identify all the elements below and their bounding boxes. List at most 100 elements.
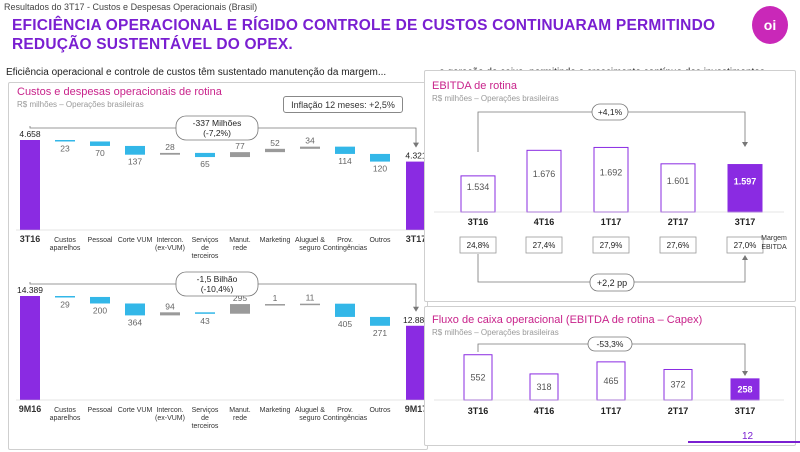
delta-value-label: 11 (306, 293, 315, 303)
margin-box (726, 236, 764, 254)
margin-value-label: 27,9% (600, 241, 623, 250)
delta-value-label: 23 (60, 144, 70, 154)
delta-bar (335, 146, 355, 154)
category-label: Custos (54, 237, 76, 244)
fcf-value-label: 372 (670, 380, 685, 390)
category-label: 9M17 (405, 404, 428, 414)
category-label: Serviços (192, 237, 219, 244)
category-label: (ex-VUM) (155, 245, 185, 252)
fcf-growth-pill (587, 336, 633, 352)
category-label: Contingências (323, 245, 368, 252)
page-title: EFICIÊNCIA OPERACIONAL E RÍGIDO CONTROLE… (12, 17, 716, 53)
delta-value-label: 405 (338, 319, 352, 329)
fcf-category-label: 3T16 (468, 406, 489, 416)
category-label: Aluguel & (295, 237, 325, 244)
category-label: aparelhos (50, 245, 81, 252)
left-subtitle: Eficiência operacional e controle de cus… (6, 67, 387, 78)
start-value-label: 14.389 (17, 285, 43, 295)
fcf-value-label: 552 (470, 372, 485, 382)
category-label: 3T17 (406, 234, 427, 244)
ebitda-growth-pill (591, 103, 629, 121)
category-label: Manut. (229, 407, 250, 414)
ebitda-arrow (742, 142, 748, 147)
category-label: Serviços (192, 407, 219, 414)
ebitda-subtitle: R$ milhões – Operações brasileiras (432, 94, 559, 103)
delta-value-label: 70 (95, 148, 105, 158)
margin-box (525, 236, 563, 254)
delta-bar (230, 152, 250, 158)
start-value-label: 4.658 (19, 129, 41, 139)
ebitda-growth-text: +4,1% (598, 107, 623, 117)
delta-arrow (413, 306, 419, 312)
category-label: 3T16 (20, 234, 41, 244)
delta-value-label: 77 (235, 141, 245, 151)
delta-value-label: 52 (270, 138, 280, 148)
ebitda-category-label: 2T17 (668, 217, 689, 227)
fcf-category-label: 3T17 (735, 406, 756, 416)
delta-value-label: 94 (165, 301, 175, 311)
delta-bar (55, 296, 75, 298)
category-label: de (201, 415, 209, 422)
margin-value-label: 27,6% (667, 241, 690, 250)
margin-value-label: 27,0% (734, 241, 757, 250)
delta-bar (300, 146, 320, 149)
category-label: Aluguel & (295, 407, 325, 414)
fcf-chart: 552 3T16 318 4T16 465 1T17 372 2T17 258 3T17 -53,3… (434, 336, 784, 416)
category-label: Prov. (337, 407, 353, 414)
fcf-growth-text: -53,3% (597, 339, 624, 349)
ebitda-value-label: 1.597 (734, 176, 757, 186)
delta-bar (230, 304, 250, 314)
delta-bar (90, 141, 110, 146)
end-bar (406, 325, 426, 400)
ebitda-value-label: 1.692 (600, 168, 623, 178)
margin-arrow (742, 255, 748, 260)
delta-bar (265, 148, 285, 153)
delta-value-label: 200 (93, 305, 107, 315)
delta-value-label: 364 (128, 317, 142, 327)
category-label: Intercon. (156, 237, 183, 244)
category-label: Intercon. (156, 407, 183, 414)
ebitda-category-label: 3T16 (468, 217, 489, 227)
delta-value-label: 114 (338, 156, 352, 166)
delta-pct-text: (-7,2%) (203, 128, 231, 138)
category-label: Outros (369, 407, 391, 414)
delta-value-label: 295 (233, 293, 247, 303)
ebitda-title: EBITDA de rotina (432, 80, 517, 92)
ebitda-chart: 1.534 3T16 24,8% 1.676 4T16 27,4% 1.692 1T17 27,… (434, 103, 787, 292)
category-label: Custos (54, 407, 76, 414)
margin-box (592, 236, 630, 254)
margin-label: EBITDA (761, 244, 787, 251)
end-bar (406, 161, 426, 230)
fcf-bar (596, 361, 626, 401)
fcf-category-label: 1T17 (601, 406, 622, 416)
delta-bar (160, 152, 180, 155)
fcf-bar (663, 368, 693, 401)
margin-delta-text: +2,2 pp (597, 278, 627, 288)
delta-bar (160, 312, 180, 316)
delta-bar (370, 153, 390, 162)
fcf-arrow (742, 371, 748, 376)
margin-delta-pill (589, 273, 635, 292)
ebitda-bar (460, 175, 496, 213)
category-label: Corte VUM (118, 237, 153, 244)
ebitda-category-label: 3T17 (735, 217, 756, 227)
category-label: de (201, 245, 209, 252)
category-label: Outros (369, 237, 391, 244)
delta-value-label: 43 (200, 316, 210, 326)
delta-value-label: 28 (165, 142, 175, 152)
delta-pill (175, 115, 259, 141)
delta-bar (265, 304, 285, 306)
delta-value-label: 120 (373, 164, 387, 174)
start-bar (20, 296, 40, 400)
category-label: Corte VUM (118, 407, 153, 414)
delta-arrow (413, 142, 419, 148)
delta-value-label: 271 (373, 328, 387, 338)
footer-rule (688, 441, 800, 443)
ebitda-bar (660, 163, 696, 213)
ebitda-category-label: 4T16 (534, 217, 555, 227)
opex-panel-title: Custos e despesas operacionais de rotina (17, 86, 222, 98)
category-label: rede (233, 245, 247, 252)
delta-bar (335, 303, 355, 317)
fcf-subtitle: R$ milhões – Operações brasileiras (432, 328, 559, 337)
delta-value-label: 65 (200, 159, 210, 169)
